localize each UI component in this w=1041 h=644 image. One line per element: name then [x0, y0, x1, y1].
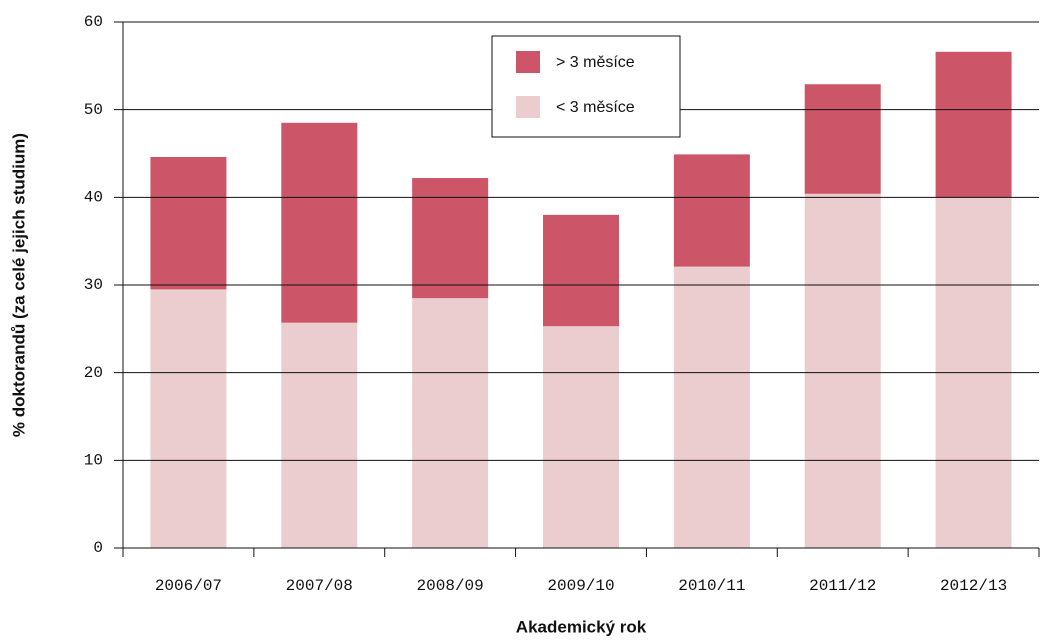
- x-tick-label: 2012/13: [940, 577, 1007, 595]
- bar-segment: [804, 193, 881, 548]
- bar-segment: [543, 326, 619, 548]
- y-tick-label: 50: [84, 101, 103, 119]
- x-tick-label: 2007/08: [286, 577, 353, 595]
- x-tick-label: 2011/12: [809, 577, 876, 595]
- bar-segment: [804, 84, 881, 194]
- y-tick-label: 60: [84, 13, 103, 31]
- x-tick-label: 2009/10: [547, 577, 614, 595]
- x-axis-title: Akademický rok: [516, 617, 647, 636]
- y-tick-label: 10: [84, 452, 103, 470]
- legend-swatch: [516, 96, 540, 118]
- y-tick-label: 40: [84, 189, 103, 207]
- bar-segment: [543, 214, 619, 327]
- y-axis-title: % doktorandů (za celé jejich studium): [9, 133, 28, 437]
- bar-segment: [673, 154, 750, 267]
- legend-swatch: [516, 51, 540, 73]
- x-tick-label: 2006/07: [155, 577, 222, 595]
- bar-segment: [150, 289, 227, 548]
- y-tick-label: 20: [84, 364, 103, 382]
- x-tick-label: 2008/09: [417, 577, 484, 595]
- bar-segment: [412, 298, 489, 548]
- bar-segment: [281, 122, 358, 323]
- bar-segment: [673, 266, 750, 548]
- y-tick-label: 30: [84, 276, 103, 294]
- x-tick-label: 2010/11: [678, 577, 745, 595]
- bar-segment: [412, 178, 489, 299]
- legend-label: < 3 měsíce: [556, 99, 635, 116]
- legend-label: > 3 měsíce: [556, 54, 635, 71]
- y-tick-label: 0: [93, 539, 103, 557]
- bar-segment: [150, 157, 227, 290]
- bar-segment: [935, 51, 1012, 198]
- bar-segment: [281, 322, 358, 548]
